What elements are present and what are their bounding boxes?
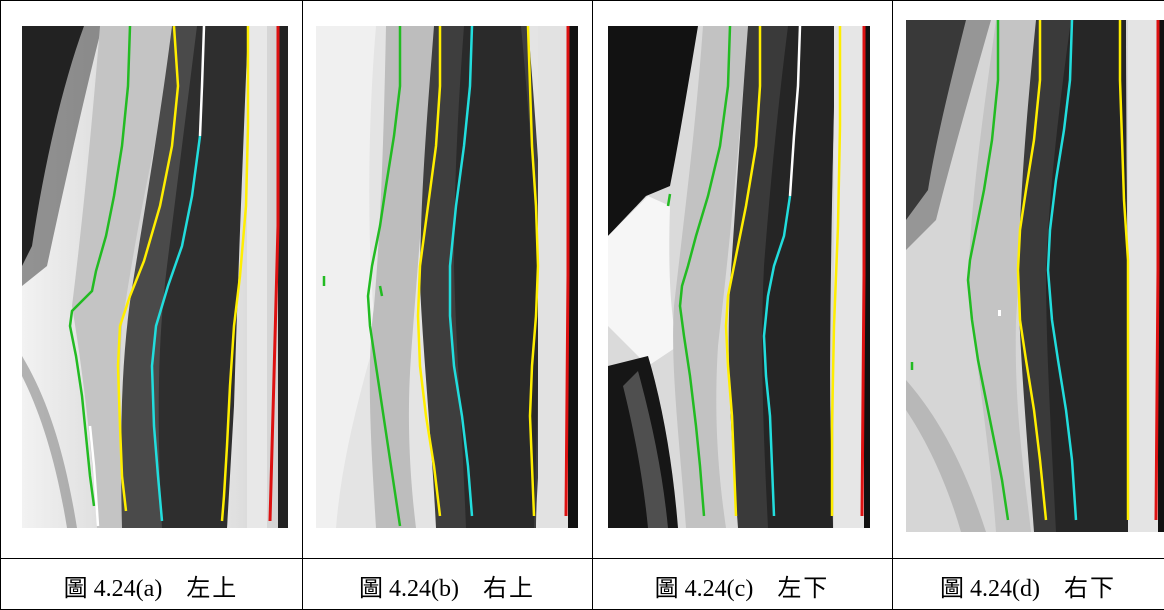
- table-divider-2: [592, 0, 593, 610]
- caption-position-label: 左下: [777, 575, 830, 602]
- caption-position-label: 右上: [482, 575, 535, 602]
- caption-position-label: 右下: [1063, 575, 1116, 602]
- caption-position-label: 左上: [186, 575, 239, 602]
- xray-image-d: [906, 20, 1164, 532]
- table-divider-1: [302, 0, 303, 610]
- caption-figure-label: 圖 4.24(c): [654, 575, 754, 602]
- caption-b: 圖 4.24(b) 右上: [302, 560, 592, 610]
- xray-image-a: [22, 26, 288, 528]
- caption-figure-label: 圖 4.24(a): [63, 575, 163, 602]
- table-border-left: [0, 0, 1, 610]
- panel-b: 圖 4.24(b) 右上: [302, 0, 592, 610]
- caption-a: 圖 4.24(a) 左上: [0, 560, 302, 610]
- table-divider-3: [892, 0, 893, 610]
- caption-d: 圖 4.24(d) 右下: [892, 560, 1164, 610]
- panel-a: 圖 4.24(a) 左上: [0, 0, 302, 610]
- xray-image-b: [316, 26, 578, 528]
- caption-c: 圖 4.24(c) 左下: [592, 560, 892, 610]
- panel-d: 圖 4.24(d) 右下: [892, 0, 1164, 610]
- table-border-mid: [0, 558, 1164, 559]
- panel-c: 圖 4.24(c) 左下: [592, 0, 892, 610]
- caption-figure-label: 圖 4.24(b): [359, 575, 459, 602]
- xray-image-c: [608, 26, 870, 528]
- caption-figure-label: 圖 4.24(d): [940, 575, 1040, 602]
- table-border-top: [0, 0, 1164, 1]
